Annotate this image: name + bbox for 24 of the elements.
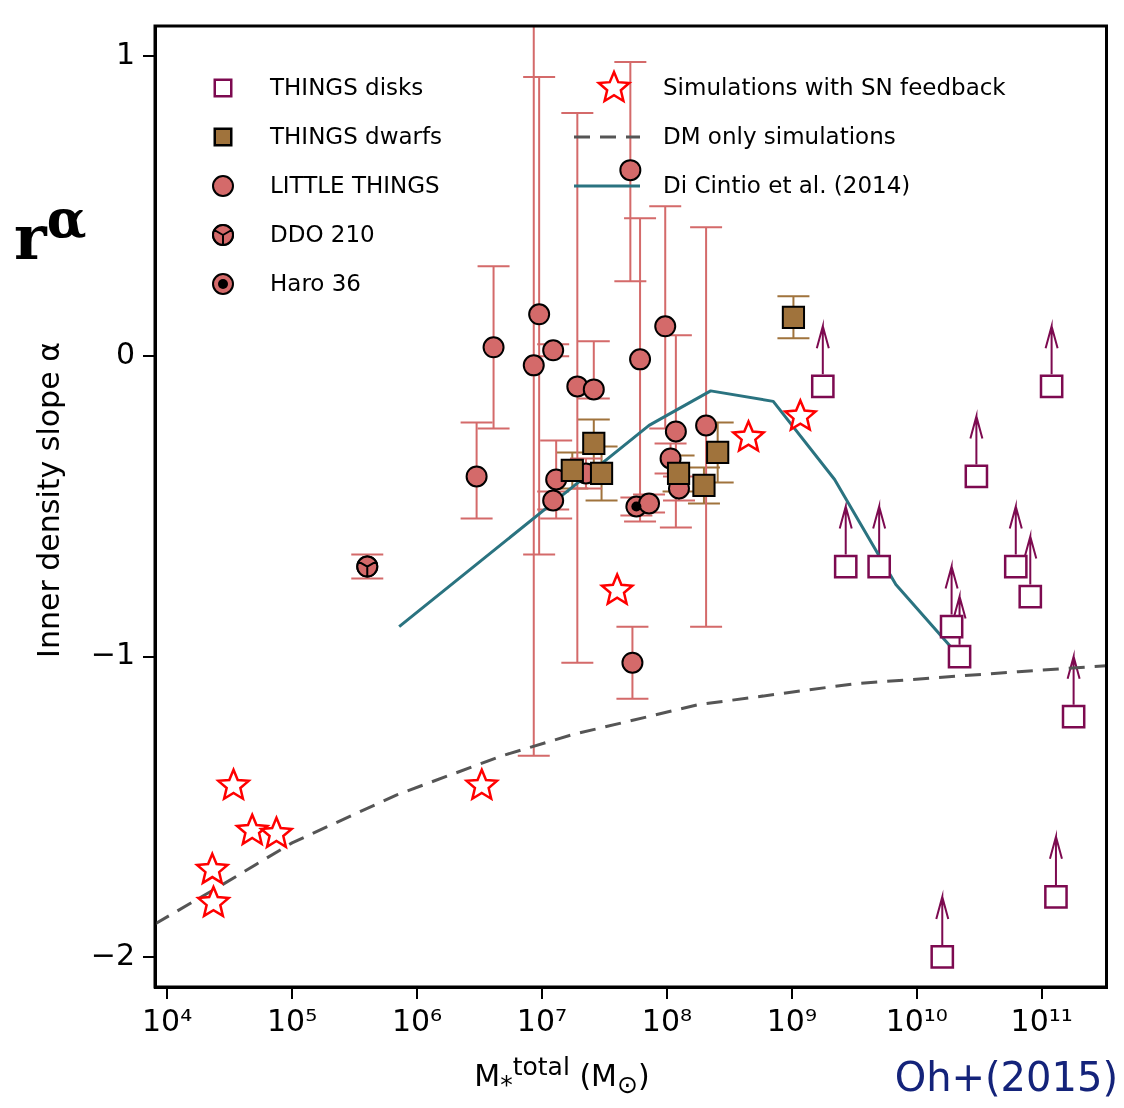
legend-label: THINGS disks (269, 73, 424, 100)
legend-label: Haro 36 (270, 269, 361, 296)
x-tick-label: 10¹¹ (1010, 1002, 1073, 1038)
x-tick-label: 10⁸ (641, 1002, 692, 1038)
x-tick-label: 10¹⁰ (885, 1002, 948, 1038)
legend-label: Di Cintio et al. (2014) (663, 171, 911, 198)
y-tick-label: 0 (115, 336, 135, 372)
x-tick-label: 10⁵ (266, 1002, 318, 1038)
legend-label: DDO 210 (270, 220, 375, 247)
y-axis-title: Inner density slope α (30, 342, 66, 658)
text: Oh+(2015) (894, 1054, 1118, 1100)
y-tick-label: −1 (90, 636, 135, 672)
x-tick-label: 10⁴ (142, 1002, 193, 1038)
legend-label: THINGS dwarfs (269, 122, 443, 149)
y-tick-label: −2 (90, 936, 135, 972)
x-axis-title: M$_{*}$$^{total}$ (M$_{⊙}$) (474, 1052, 650, 1099)
x-tick-label: 10⁶ (391, 1002, 443, 1038)
x-tick-label: 10⁹ (766, 1002, 817, 1038)
x-tick-label: 10⁷ (516, 1002, 568, 1038)
legend-label: DM only simulations (663, 122, 896, 149)
y-tick-label: 1 (115, 35, 135, 71)
text: r$^{α}$ (14, 188, 87, 274)
legend-label: Simulations with SN feedback (663, 73, 1007, 100)
legend-label: LITTLE THINGS (270, 171, 440, 198)
